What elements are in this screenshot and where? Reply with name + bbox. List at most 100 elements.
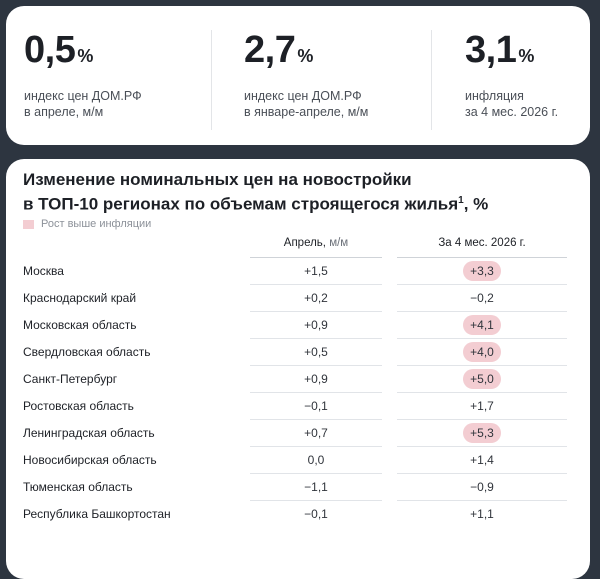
table-row: Ленинградская область +0,7 +5,3 (6, 420, 590, 447)
metric-desc-line1: инфляция (465, 89, 524, 103)
row-divider (397, 311, 567, 312)
ytd-cell: +3,3 (397, 261, 567, 281)
region-name: Новосибирская область (23, 453, 157, 467)
table-row: Тюменская область −1,1 −0,9 (6, 474, 590, 501)
row-divider (397, 284, 567, 285)
row-divider (397, 419, 567, 420)
row-divider (397, 446, 567, 447)
ytd-value-highlighted: +4,1 (463, 315, 501, 335)
row-divider (250, 500, 382, 501)
april-value: +0,7 (304, 426, 328, 440)
ytd-value: +1,1 (470, 507, 494, 521)
row-divider (250, 338, 382, 339)
table-row: Республика Башкортостан −0,1 +1,1 (6, 501, 590, 528)
row-divider (250, 473, 382, 474)
title-suffix: , % (463, 194, 489, 214)
region-name: Москва (23, 264, 64, 278)
metric-desc-line1: индекс цен ДОМ.РФ (24, 89, 142, 103)
region-name: Московская область (23, 318, 137, 332)
region-name: Свердловская область (23, 345, 151, 359)
legend-swatch (23, 219, 34, 229)
price-change-table-card: Изменение номинальных цен на новостройки… (6, 159, 590, 579)
april-value: −0,1 (304, 399, 328, 413)
metric-price-index-ytd: 2,7% индекс цен ДОМ.РФ в январе-апреле, … (244, 28, 368, 120)
ytd-cell: +5,0 (397, 369, 567, 389)
column-header-unit: м/м (326, 237, 349, 249)
metric-unit: % (518, 46, 534, 66)
row-divider (250, 392, 382, 393)
region-name: Санкт-Петербург (23, 372, 118, 386)
divider (211, 30, 212, 130)
ytd-cell: +1,7 (397, 396, 567, 416)
ytd-cell: −0,2 (397, 288, 567, 308)
row-divider (250, 446, 382, 447)
row-divider (397, 500, 567, 501)
region-name: Республика Башкортостан (23, 507, 171, 521)
table-row: Московская область +0,9 +4,1 (6, 312, 590, 339)
april-value: +0,9 (304, 318, 328, 332)
row-divider (250, 284, 382, 285)
column-header-ytd: За 4 мес. 2026 г. (438, 237, 526, 249)
metric-desc-line2: за 4 мес. 2026 г. (465, 105, 559, 119)
metric-inflation: 3,1% инфляция за 4 мес. 2026 г. (465, 28, 558, 120)
table-title: Изменение номинальных цен на новостройки… (23, 169, 583, 215)
ytd-value: +1,7 (470, 399, 494, 413)
table-row: Москва +1,5 +3,3 (6, 258, 590, 285)
table-row: Новосибирская область 0,0 +1,4 (6, 447, 590, 474)
metric-desc-line2: в январе-апреле, м/м (244, 105, 369, 119)
row-divider (397, 392, 567, 393)
region-name: Краснодарский край (23, 291, 137, 305)
metric-unit: % (297, 46, 313, 66)
april-value: −0,1 (304, 507, 328, 521)
legend-label: Рост выше инфляции (41, 218, 152, 230)
metric-price-index-april: 0,5% индекс цен ДОМ.РФ в апреле, м/м (24, 28, 142, 120)
row-divider (397, 338, 567, 339)
april-value: 0,0 (307, 453, 325, 467)
table-row: Свердловская область +0,5 +4,0 (6, 339, 590, 366)
ytd-cell: +5,3 (397, 423, 567, 443)
region-name: Тюменская область (23, 480, 133, 494)
row-divider (397, 473, 567, 474)
divider (431, 30, 432, 130)
ytd-value-highlighted: +5,3 (463, 423, 501, 443)
table-row: Ростовская область −0,1 +1,7 (6, 393, 590, 420)
column-header-text: Апрель, (283, 237, 326, 249)
row-divider (250, 365, 382, 366)
ytd-cell: +4,1 (397, 315, 567, 335)
ytd-value: −0,9 (470, 480, 494, 494)
region-name: Ленинградская область (23, 426, 155, 440)
ytd-value-highlighted: +5,0 (463, 369, 501, 389)
row-divider (250, 419, 382, 420)
table-title-line2: в ТОП-10 регионах по объемам строящегося… (23, 194, 459, 214)
april-value: +1,5 (304, 264, 328, 278)
april-value: +0,2 (304, 291, 328, 305)
legend: Рост выше инфляции (23, 218, 151, 230)
header-rule (250, 257, 382, 258)
ytd-value: −0,2 (470, 291, 494, 305)
header-rule (397, 257, 567, 258)
metric-value: 2,7 (244, 29, 296, 71)
table-row: Краснодарский край +0,2 −0,2 (6, 285, 590, 312)
april-value: +0,9 (304, 372, 328, 386)
ytd-value: +1,4 (470, 453, 494, 467)
metric-unit: % (77, 46, 93, 66)
metric-value: 0,5 (24, 29, 76, 71)
ytd-value-highlighted: +4,0 (463, 342, 501, 362)
ytd-value-highlighted: +3,3 (463, 261, 501, 281)
ytd-cell: −0,9 (397, 477, 567, 497)
ytd-cell: +1,1 (397, 504, 567, 524)
april-value: −1,1 (304, 480, 328, 494)
row-divider (250, 311, 382, 312)
region-name: Ростовская область (23, 399, 134, 413)
title-footnote: 1 (458, 195, 464, 206)
summary-card: 0,5% индекс цен ДОМ.РФ в апреле, м/м 2,7… (6, 6, 590, 145)
metric-desc-line2: в апреле, м/м (24, 105, 104, 119)
metric-desc-line1: индекс цен ДОМ.РФ (244, 89, 362, 103)
table-row: Санкт-Петербург +0,9 +5,0 (6, 366, 590, 393)
april-value: +0,5 (304, 345, 328, 359)
column-header-april: Апрель, м/м (254, 237, 378, 249)
row-divider (397, 365, 567, 366)
ytd-cell: +1,4 (397, 450, 567, 470)
ytd-cell: +4,0 (397, 342, 567, 362)
table-title-line1: Изменение номинальных цен на новостройки (23, 170, 412, 189)
